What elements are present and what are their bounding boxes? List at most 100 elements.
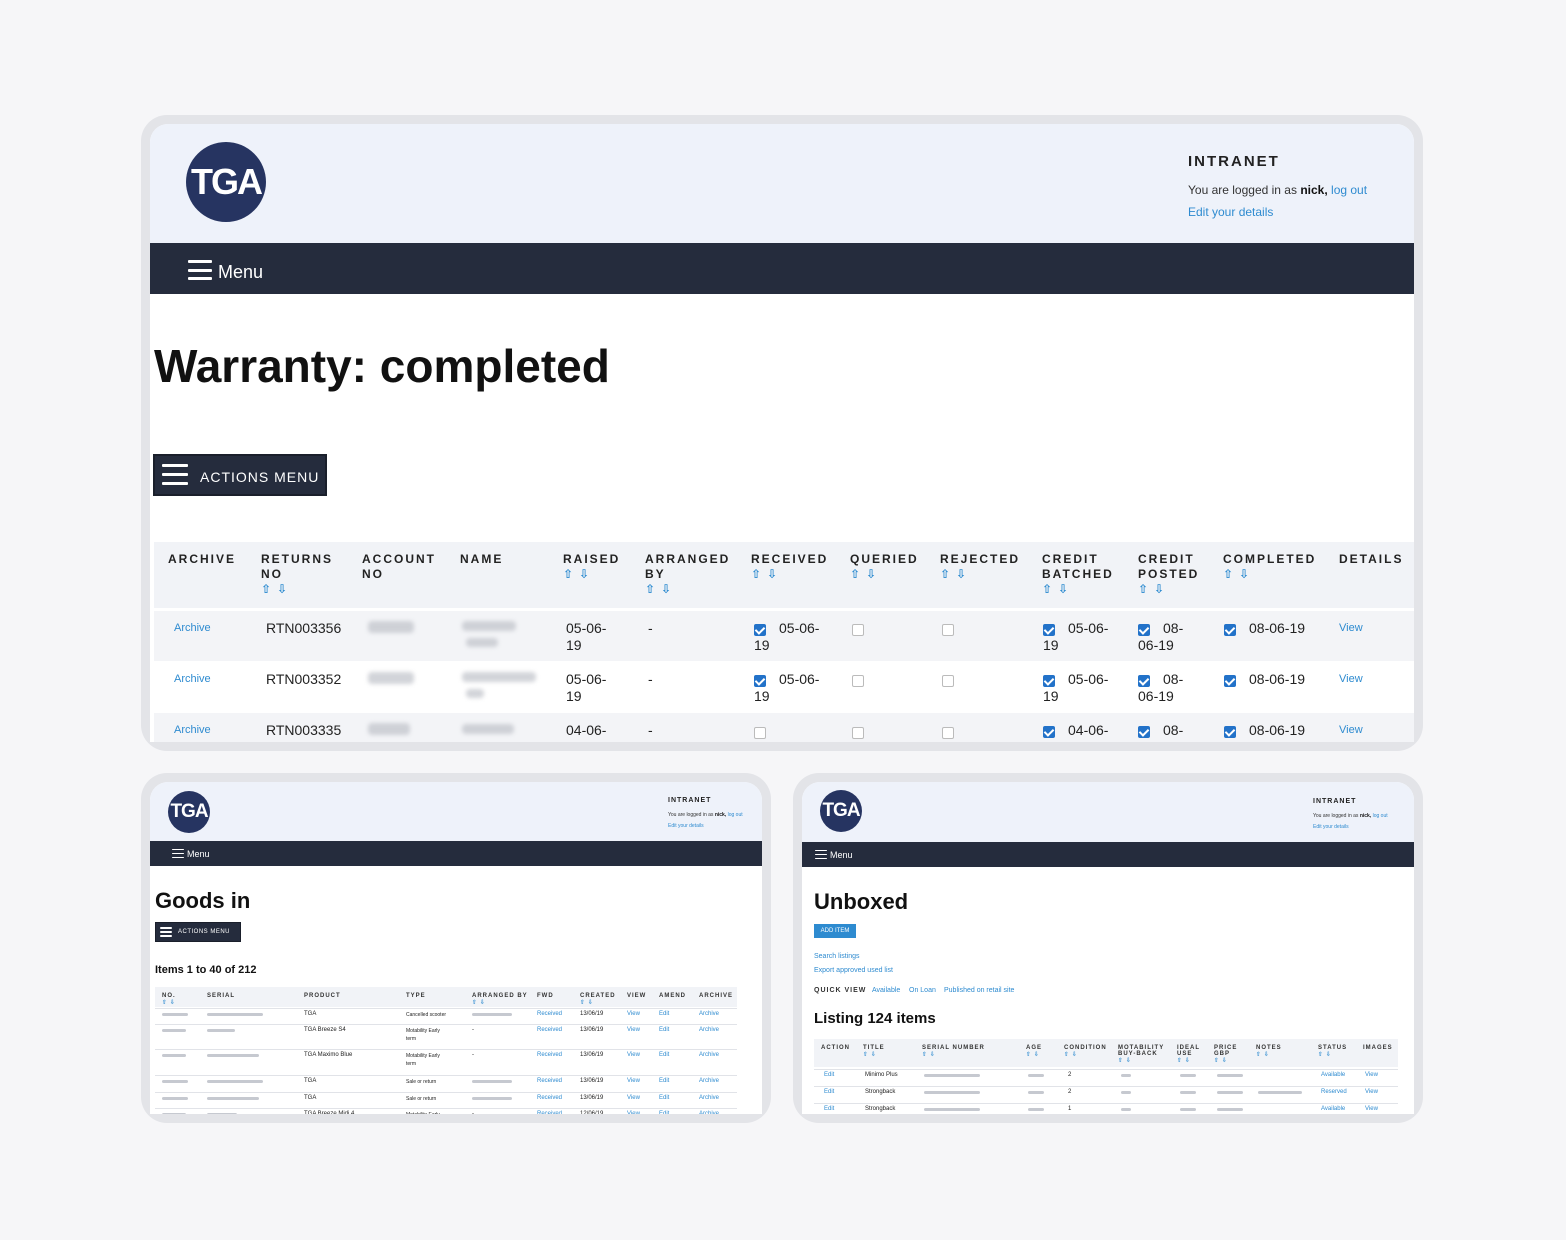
menu-button[interactable]: Menu <box>218 262 264 282</box>
search-listings-link[interactable]: Search listings <box>814 953 860 960</box>
hamburger-icon[interactable] <box>188 260 212 280</box>
col-credit-posted[interactable]: CREDIT POSTED ⇧⇩ <box>1138 552 1199 597</box>
menu-button[interactable]: Menu <box>830 850 853 860</box>
sort-arrows-icon[interactable]: ⇧⇩ <box>261 582 294 596</box>
sort-arrows-icon[interactable]: ⇧⇩ <box>563 567 596 581</box>
fwd-received-link[interactable]: Received <box>537 1078 563 1084</box>
status-link[interactable]: Reserved <box>1321 1089 1347 1095</box>
add-item-button[interactable]: ADD ITEM <box>814 924 856 938</box>
export-list-link[interactable]: Export approved used list <box>814 967 893 974</box>
archive-link[interactable]: Archive <box>174 724 211 736</box>
sort-arrows-icon[interactable]: ⇧⇩ <box>863 1052 880 1058</box>
sort-arrows-icon[interactable]: ⇧⇩ <box>645 582 678 596</box>
view-details-link[interactable]: View <box>1339 622 1363 634</box>
received-checkbox[interactable] <box>754 727 766 739</box>
quick-view-published[interactable]: Published on retail site <box>944 987 1015 994</box>
sort-arrows-icon[interactable]: ⇧⇩ <box>940 567 973 581</box>
archive-link[interactable]: Archive <box>699 1095 720 1101</box>
tga-logo[interactable]: TGA <box>820 790 862 832</box>
sort-arrows-icon[interactable]: ⇧⇩ <box>1318 1052 1335 1058</box>
view-link[interactable]: View <box>627 1052 640 1058</box>
sort-arrows-icon[interactable]: ⇧⇩ <box>1026 1052 1043 1058</box>
completed-checkbox[interactable] <box>1224 675 1236 687</box>
edit-link[interactable]: Edit <box>659 1095 670 1101</box>
view-details-link[interactable]: View <box>1339 724 1363 736</box>
archive-link[interactable]: Archive <box>699 1027 720 1033</box>
fwd-received-link[interactable]: Received <box>537 1095 563 1101</box>
sort-arrows-icon[interactable]: ⇧⇩ <box>1064 1052 1081 1058</box>
sort-arrows-icon[interactable]: ⇧⇩ <box>1177 1058 1194 1064</box>
queried-checkbox[interactable] <box>852 624 864 636</box>
tga-logo[interactable]: TGA <box>186 142 266 222</box>
edit-details-link[interactable]: Edit your details <box>668 823 704 829</box>
col-ideal-use[interactable]: IDEAL USE ⇧⇩ <box>1177 1045 1200 1064</box>
sort-arrows-icon[interactable]: ⇧⇩ <box>162 1000 179 1006</box>
col-returns-no[interactable]: RETURNS NO ⇧⇩ <box>261 552 333 597</box>
credit-posted-checkbox[interactable] <box>1138 726 1150 738</box>
rejected-checkbox[interactable] <box>942 675 954 687</box>
col-serial-number[interactable]: SERIAL NUMBER ⇧⇩ <box>922 1045 985 1058</box>
sort-arrows-icon[interactable]: ⇧⇩ <box>922 1052 939 1058</box>
images-view-link[interactable]: View <box>1365 1072 1378 1078</box>
sort-arrows-icon[interactable]: ⇧⇩ <box>850 567 883 581</box>
edit-link[interactable]: Edit <box>824 1072 835 1078</box>
menu-button[interactable]: Menu <box>187 849 210 859</box>
rejected-checkbox[interactable] <box>942 727 954 739</box>
fwd-received-link[interactable]: Received <box>537 1052 563 1058</box>
received-checkbox[interactable] <box>754 675 766 687</box>
sort-arrows-icon[interactable]: ⇧⇩ <box>1256 1052 1273 1058</box>
archive-link[interactable]: Archive <box>699 1052 720 1058</box>
queried-checkbox[interactable] <box>852 727 864 739</box>
fwd-received-link[interactable]: Received <box>537 1111 563 1114</box>
quick-view-on-loan[interactable]: On Loan <box>909 987 936 994</box>
sort-arrows-icon[interactable]: ⇧⇩ <box>1138 582 1171 596</box>
view-link[interactable]: View <box>627 1027 640 1033</box>
col-completed[interactable]: COMPLETED ⇧⇩ <box>1223 552 1316 582</box>
sort-arrows-icon[interactable]: ⇧⇩ <box>1118 1058 1135 1064</box>
images-view-link[interactable]: View <box>1365 1106 1378 1112</box>
logout-link[interactable]: log out <box>727 812 743 818</box>
archive-link[interactable]: Archive <box>699 1078 720 1084</box>
received-checkbox[interactable] <box>754 624 766 636</box>
col-created[interactable]: CREATED ⇧⇩ <box>580 993 616 1006</box>
sort-arrows-icon[interactable]: ⇧⇩ <box>580 1000 597 1006</box>
col-queried[interactable]: QUERIED ⇧⇩ <box>850 552 919 582</box>
sort-arrows-icon[interactable]: ⇧⇩ <box>472 1000 489 1006</box>
fwd-received-link[interactable]: Received <box>537 1011 563 1017</box>
edit-link[interactable]: Edit <box>659 1052 670 1058</box>
credit-batched-checkbox[interactable] <box>1043 624 1055 636</box>
completed-checkbox[interactable] <box>1224 726 1236 738</box>
col-motability[interactable]: MOTABILITY BUY-BACK ⇧⇩ <box>1118 1045 1165 1064</box>
view-details-link[interactable]: View <box>1339 673 1363 685</box>
completed-checkbox[interactable] <box>1224 624 1236 636</box>
edit-details-link[interactable]: Edit your details <box>1188 205 1274 219</box>
view-link[interactable]: View <box>627 1078 640 1084</box>
logout-link[interactable]: log out <box>1331 183 1368 197</box>
col-received[interactable]: RECEIVED ⇧⇩ <box>751 552 828 582</box>
hamburger-icon[interactable] <box>172 849 184 858</box>
credit-posted-checkbox[interactable] <box>1138 675 1150 687</box>
fwd-received-link[interactable]: Received <box>537 1027 563 1033</box>
credit-batched-checkbox[interactable] <box>1043 726 1055 738</box>
archive-link[interactable]: Archive <box>699 1011 720 1017</box>
sort-arrows-icon[interactable]: ⇧⇩ <box>1214 1058 1231 1064</box>
edit-details-link[interactable]: Edit your details <box>1313 824 1349 830</box>
edit-link[interactable]: Edit <box>824 1106 835 1112</box>
hamburger-icon[interactable] <box>815 850 827 859</box>
logout-link[interactable]: log out <box>1372 813 1388 819</box>
col-age[interactable]: AGE ⇧⇩ <box>1026 1045 1043 1058</box>
sort-arrows-icon[interactable]: ⇧⇩ <box>1223 567 1256 581</box>
archive-link[interactable]: Archive <box>174 622 211 634</box>
credit-posted-checkbox[interactable] <box>1138 624 1150 636</box>
col-arranged-by[interactable]: ARRANGED BY ⇧⇩ <box>472 993 528 1006</box>
col-title[interactable]: TITLE ⇧⇩ <box>863 1045 885 1058</box>
col-condition[interactable]: CONDITION ⇧⇩ <box>1064 1045 1107 1058</box>
edit-link[interactable]: Edit <box>659 1111 670 1114</box>
actions-menu-button[interactable]: ACTIONS MENU <box>155 922 241 942</box>
edit-link[interactable]: Edit <box>659 1027 670 1033</box>
status-link[interactable]: Available <box>1321 1072 1346 1078</box>
col-no[interactable]: NO. ⇧⇩ <box>162 993 179 1006</box>
quick-view-available[interactable]: Available <box>872 987 901 994</box>
images-view-link[interactable]: View <box>1365 1089 1378 1095</box>
sort-arrows-icon[interactable]: ⇧⇩ <box>1042 582 1075 596</box>
